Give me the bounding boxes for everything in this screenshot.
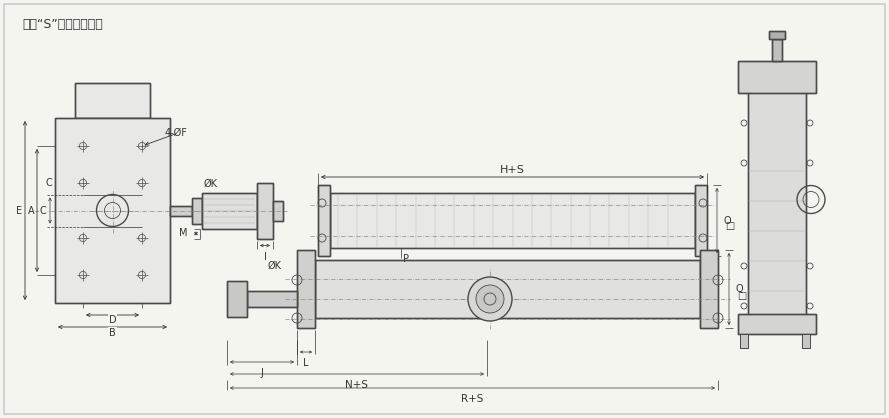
Text: L: L: [303, 358, 308, 368]
Bar: [247, 291, 297, 307]
Bar: [192, 197, 202, 224]
Text: □: □: [725, 221, 734, 230]
Bar: [330, 193, 695, 248]
Bar: [748, 83, 806, 316]
Bar: [769, 31, 785, 39]
Circle shape: [476, 285, 504, 313]
Bar: [247, 291, 297, 307]
Text: M: M: [180, 229, 188, 239]
Bar: [170, 206, 192, 216]
Bar: [75, 83, 150, 118]
Bar: [257, 183, 273, 239]
Bar: [695, 185, 707, 256]
Bar: [75, 83, 150, 118]
Bar: [55, 118, 170, 303]
Bar: [772, 39, 782, 61]
Bar: [700, 250, 718, 328]
Text: ØK: ØK: [268, 261, 282, 271]
Text: P: P: [403, 254, 409, 264]
Text: I: I: [263, 252, 267, 263]
Bar: [740, 334, 748, 348]
Bar: [738, 61, 816, 93]
Text: □: □: [737, 291, 746, 301]
Bar: [740, 334, 748, 348]
Bar: [273, 201, 283, 221]
Bar: [738, 314, 816, 334]
Bar: [330, 193, 695, 248]
Bar: [738, 314, 816, 334]
Bar: [802, 334, 810, 348]
Bar: [315, 260, 700, 318]
Text: A: A: [28, 206, 35, 216]
Bar: [297, 250, 315, 328]
Text: N+S: N+S: [346, 380, 369, 390]
Bar: [748, 83, 806, 316]
Text: C: C: [45, 178, 52, 189]
Bar: [227, 281, 247, 317]
Bar: [769, 31, 785, 39]
Text: C: C: [40, 206, 46, 216]
Text: O: O: [723, 216, 731, 225]
Bar: [55, 118, 170, 303]
Bar: [772, 39, 782, 61]
Bar: [738, 61, 816, 93]
Circle shape: [468, 277, 512, 321]
Bar: [227, 281, 247, 317]
Text: 注：“S”為缸的總行程: 注：“S”為缸的總行程: [22, 18, 103, 31]
Text: 4-ØF: 4-ØF: [165, 128, 188, 138]
Bar: [318, 185, 330, 256]
Bar: [202, 193, 257, 229]
Bar: [257, 183, 273, 239]
Bar: [700, 250, 718, 328]
Text: J: J: [260, 368, 263, 378]
Text: H+S: H+S: [500, 165, 525, 175]
Bar: [170, 206, 192, 216]
Bar: [297, 250, 315, 328]
Text: ØK: ØK: [204, 178, 218, 189]
Bar: [273, 201, 283, 221]
Text: Q: Q: [735, 284, 742, 294]
Bar: [192, 197, 202, 224]
Bar: [802, 334, 810, 348]
Text: E: E: [16, 206, 22, 216]
Bar: [318, 185, 330, 256]
Text: D: D: [108, 315, 116, 325]
Bar: [315, 260, 700, 318]
FancyBboxPatch shape: [4, 4, 885, 414]
Text: R+S: R+S: [461, 394, 484, 404]
Bar: [695, 185, 707, 256]
Bar: [202, 193, 257, 229]
Text: B: B: [109, 328, 116, 338]
